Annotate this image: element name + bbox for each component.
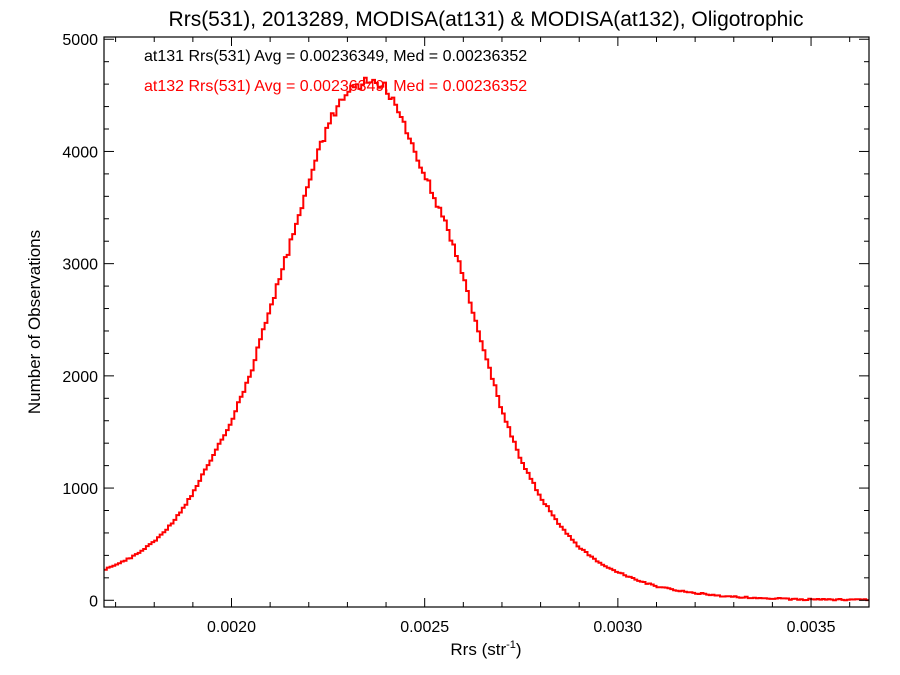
y-axis: 0 1000 2000 3000 4000 5000	[62, 32, 869, 610]
x-tick-label: 0.0035	[787, 619, 836, 636]
y-tick-label: 0	[89, 593, 98, 610]
x-tick-label: 0.0020	[207, 619, 256, 636]
plot-area	[104, 76, 869, 602]
y-tick-label: 1000	[62, 481, 98, 498]
chart-title: Rrs(531), 2013289, MODISA(at131) & MODIS…	[169, 8, 804, 31]
x-tick-label: 0.0025	[400, 619, 449, 636]
histogram-series-at132	[104, 76, 869, 602]
x-axis-title-main: Rrs (str	[450, 640, 506, 659]
x-axis: 0.0020 0.0025 0.0030 0.0035	[115, 37, 851, 636]
x-axis-title-superscript: -1	[506, 639, 516, 651]
x-axis-title-close: )	[516, 640, 522, 659]
y-tick-label: 5000	[62, 32, 98, 49]
annotation-at131: at131 Rrs(531) Avg = 0.00236349, Med = 0…	[144, 48, 527, 65]
y-tick-label: 3000	[62, 257, 98, 274]
y-axis-title: Number of Observations	[25, 230, 44, 414]
x-axis-title: Rrs (str-1)	[450, 639, 521, 659]
x-tick-label: 0.0030	[593, 619, 642, 636]
y-tick-label: 2000	[62, 369, 98, 386]
plot-frame	[103, 36, 870, 608]
y-tick-label: 4000	[62, 144, 98, 161]
annotation-at132: at132 Rrs(531) Avg = 0.00236349, Med = 0…	[144, 78, 527, 95]
